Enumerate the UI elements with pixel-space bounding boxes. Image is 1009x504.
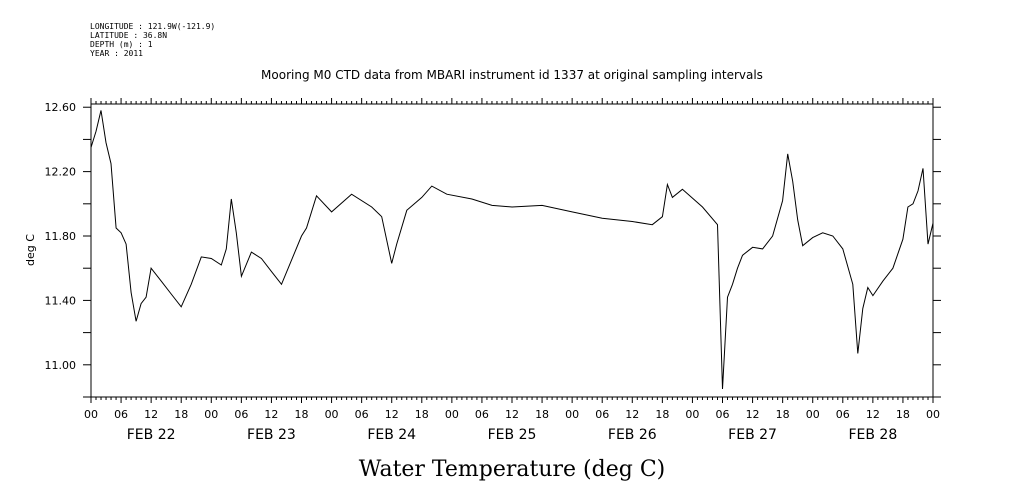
x-hour-label: 00: [685, 408, 699, 421]
y-tick-label: 12.20: [45, 166, 77, 179]
x-hour-label: 06: [836, 408, 850, 421]
x-hour-label: 06: [114, 408, 128, 421]
x-hour-label: 00: [204, 408, 218, 421]
x-hour-label: 12: [385, 408, 399, 421]
x-axis-label: Water Temperature (deg C): [359, 457, 666, 482]
x-hour-label: 00: [84, 408, 98, 421]
x-hour-label: 18: [896, 408, 910, 421]
x-hour-label: 18: [174, 408, 188, 421]
x-day-label: FEB 26: [608, 427, 657, 443]
x-hour-label: 06: [475, 408, 489, 421]
x-hour-label: 12: [264, 408, 278, 421]
series-layer: [90, 110, 934, 390]
x-day-label: FEB 27: [728, 427, 777, 443]
y-axis-label: deg C: [24, 234, 37, 266]
x-hour-label: 18: [535, 408, 549, 421]
x-hour-label: 18: [776, 408, 790, 421]
x-hour-label: 18: [415, 408, 429, 421]
x-hour-label: 00: [565, 408, 579, 421]
metadata-block: LONGITUDE : 121.9W(-121.9) LATITUDE : 36…: [90, 22, 215, 58]
x-day-label: FEB 28: [848, 427, 897, 443]
y-axis: 11.00 11.40 11.80 12.20 12.60: [45, 101, 941, 398]
x-day-label: FEB 24: [367, 427, 416, 443]
x-hour-label: 06: [234, 408, 248, 421]
x-hour-label: 06: [595, 408, 609, 421]
x-hour-label: 18: [295, 408, 309, 421]
x-day-label: FEB 23: [247, 427, 296, 443]
chart-title: Mooring M0 CTD data from MBARI instrumen…: [261, 68, 763, 82]
x-day-label: FEB 25: [488, 427, 537, 443]
x-hour-label: 00: [806, 408, 820, 421]
x-hour-label: 12: [866, 408, 880, 421]
y-tick-label: 11.40: [45, 294, 77, 307]
x-hour-label: 12: [505, 408, 519, 421]
plot-frame: [90, 103, 934, 398]
depth-label: DEPTH (m) : 1: [90, 40, 153, 49]
x-hour-label: 12: [625, 408, 639, 421]
x-hour-label: 00: [445, 408, 459, 421]
x-hour-label: 06: [716, 408, 730, 421]
x-axis: 00 06 12 18 00 06 12 18 00 06 12 18 00 06 12 18 00 06 12 18…: [84, 98, 940, 443]
longitude-label: LONGITUDE : 121.9W(-121.9): [90, 22, 216, 31]
water-temperature-line: [90, 110, 934, 390]
y-tick-label: 11.80: [45, 230, 77, 243]
y-tick-label: 11.00: [45, 359, 77, 372]
x-hour-label: 12: [746, 408, 760, 421]
x-hour-label: 12: [144, 408, 158, 421]
latitude-label: LATITUDE : 36.8N: [90, 31, 168, 40]
x-hour-label: 06: [355, 408, 369, 421]
y-tick-label: 12.60: [45, 101, 77, 114]
x-hour-label: 00: [325, 408, 339, 421]
x-day-label: FEB 22: [127, 427, 176, 443]
x-hour-label: 00: [926, 408, 940, 421]
x-hour-label: 18: [655, 408, 669, 421]
year-label: YEAR : 2011: [90, 49, 143, 58]
